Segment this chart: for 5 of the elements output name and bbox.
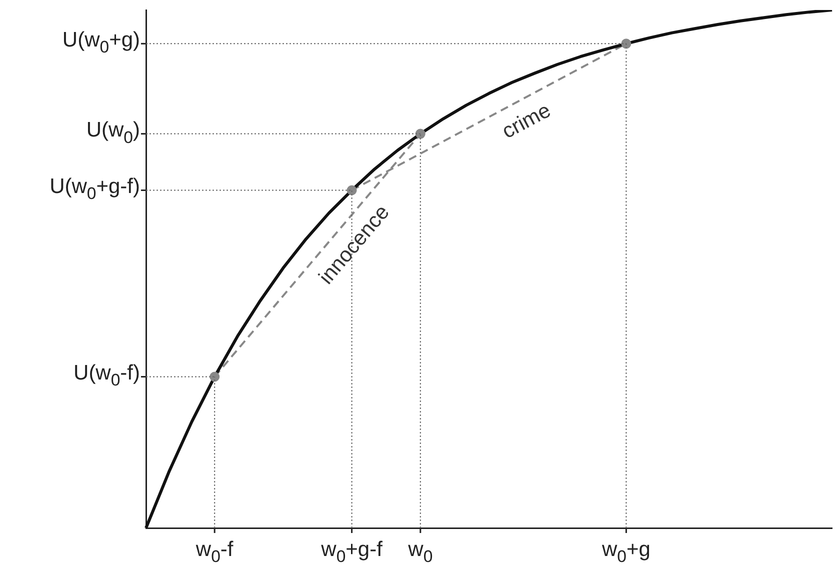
point	[210, 372, 220, 382]
point	[621, 38, 632, 49]
point	[346, 185, 357, 196]
annotation: crime	[498, 98, 554, 144]
point	[415, 128, 426, 139]
